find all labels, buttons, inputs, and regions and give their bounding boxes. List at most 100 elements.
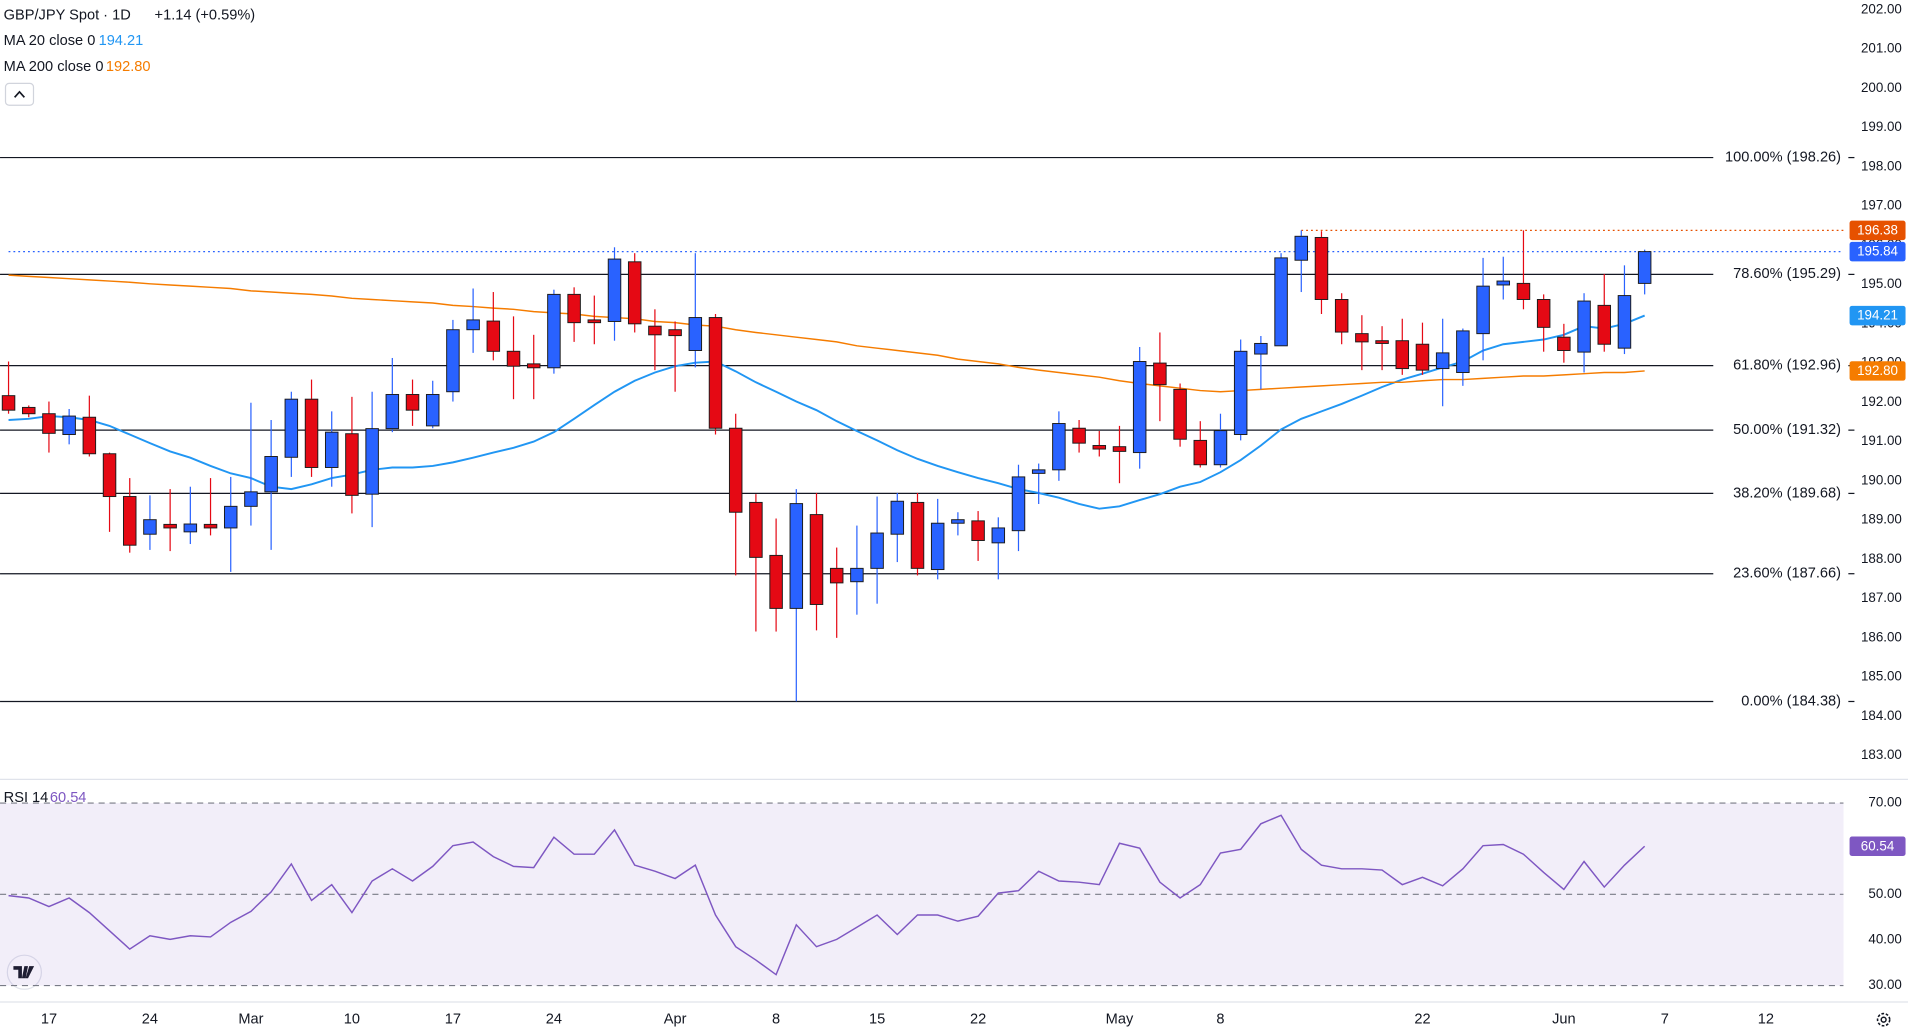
x-tick-label: May bbox=[1106, 1012, 1134, 1028]
gear-inner[interactable] bbox=[1880, 1016, 1887, 1023]
candle bbox=[122, 478, 137, 553]
candle bbox=[1334, 293, 1349, 345]
candle-body bbox=[1112, 446, 1127, 452]
x-tick-label: Jun bbox=[1552, 1012, 1576, 1028]
x-tick-label: 7 bbox=[1661, 1012, 1669, 1028]
gear-outer[interactable] bbox=[1876, 1012, 1891, 1027]
x-tick-label: Mar bbox=[238, 1012, 263, 1028]
ma-badge: 194.21 bbox=[1857, 308, 1898, 323]
rsi-pane bbox=[0, 779, 1844, 1002]
candle bbox=[567, 287, 581, 342]
fib-label: 78.60% (195.29) bbox=[1733, 266, 1841, 282]
candle-body bbox=[1516, 282, 1531, 300]
y-tick-label: 188.00 bbox=[1861, 551, 1902, 566]
candle-body bbox=[1577, 300, 1591, 353]
candle bbox=[143, 495, 157, 550]
candle-body bbox=[446, 329, 460, 393]
candle-body bbox=[405, 393, 420, 411]
candle-body bbox=[547, 293, 561, 369]
y-tick-label: 40.00 bbox=[1868, 932, 1901, 947]
candle bbox=[385, 357, 400, 433]
candle-body bbox=[668, 329, 682, 337]
candle-body bbox=[122, 496, 137, 546]
candle bbox=[1031, 463, 1046, 504]
x-tick-label: 17 bbox=[445, 1012, 461, 1028]
candle bbox=[264, 419, 278, 550]
candle bbox=[951, 512, 965, 536]
candle-body bbox=[183, 523, 198, 533]
candle bbox=[890, 493, 905, 563]
candle bbox=[971, 511, 985, 561]
candle-body bbox=[688, 317, 703, 352]
collapse-button[interactable] bbox=[4, 82, 35, 106]
candle bbox=[1577, 293, 1591, 373]
x-tick-label: 24 bbox=[546, 1012, 562, 1028]
y-tick-label: 202.00 bbox=[1861, 1, 1902, 16]
candle bbox=[1415, 322, 1430, 375]
candle bbox=[910, 493, 925, 576]
rsi-line bbox=[8, 814, 1646, 976]
candle-body bbox=[1, 395, 16, 411]
price-badge: 196.38 bbox=[1857, 223, 1898, 238]
candle bbox=[446, 319, 460, 402]
y-tick-label: 189.00 bbox=[1861, 512, 1902, 527]
candle bbox=[466, 288, 480, 353]
candle-body bbox=[607, 258, 622, 322]
candle-body bbox=[1355, 333, 1369, 343]
collapse-button-frame[interactable] bbox=[4, 82, 35, 106]
candle-body bbox=[82, 416, 97, 455]
candle-body bbox=[21, 406, 36, 415]
candle bbox=[506, 316, 521, 400]
candle-body bbox=[1617, 295, 1632, 349]
candle bbox=[1254, 335, 1268, 390]
candle bbox=[203, 478, 218, 536]
x-tick-label: Apr bbox=[664, 1012, 687, 1028]
logo-mark[interactable] bbox=[13, 966, 35, 979]
candle-body bbox=[1072, 427, 1086, 444]
candle-body bbox=[163, 523, 177, 529]
candle bbox=[688, 253, 703, 368]
y-tick-label: 192.00 bbox=[1861, 394, 1902, 409]
candle bbox=[244, 402, 258, 526]
legend-name: MA 200 close 0 bbox=[4, 59, 104, 75]
candle-body bbox=[991, 527, 1006, 544]
candle-body bbox=[526, 363, 541, 369]
candle-body bbox=[466, 319, 480, 331]
candle bbox=[668, 321, 682, 392]
candle bbox=[1233, 339, 1248, 441]
candle-body bbox=[930, 522, 945, 571]
candle bbox=[42, 401, 56, 453]
collapse-icon[interactable] bbox=[13, 90, 26, 98]
candle-body bbox=[1213, 430, 1228, 466]
candle bbox=[1274, 253, 1288, 347]
candle-body bbox=[1557, 336, 1571, 352]
candle bbox=[304, 379, 319, 477]
candle bbox=[526, 334, 541, 400]
legend-value: 194.21 bbox=[99, 33, 144, 49]
candle bbox=[870, 496, 884, 604]
candle bbox=[648, 309, 662, 371]
candle-body bbox=[1092, 445, 1107, 450]
candle-body bbox=[567, 293, 581, 324]
y-tick-label: 195.00 bbox=[1861, 276, 1902, 291]
candle bbox=[1496, 256, 1511, 300]
settings-button[interactable] bbox=[1876, 1012, 1891, 1027]
candle-body bbox=[1274, 257, 1288, 347]
fib-label: 50.00% (191.32) bbox=[1733, 422, 1841, 438]
candle bbox=[223, 476, 238, 572]
candle bbox=[1516, 230, 1531, 310]
candle-body bbox=[749, 501, 763, 558]
tradingview-logo[interactable] bbox=[6, 954, 43, 990]
candle bbox=[1314, 231, 1329, 315]
price-badge-bg bbox=[1849, 241, 1906, 262]
ma-badge-bg bbox=[1849, 361, 1906, 381]
candle-body bbox=[1011, 476, 1026, 532]
x-tick-label: 15 bbox=[869, 1012, 885, 1028]
x-tick-label: 24 bbox=[142, 1012, 158, 1028]
candle-body bbox=[1375, 340, 1389, 344]
candle-body bbox=[809, 514, 824, 605]
chart-title: GBP/JPY Spot · 1D bbox=[4, 8, 131, 24]
candle-body bbox=[1233, 350, 1248, 436]
candle-body bbox=[1031, 469, 1046, 474]
